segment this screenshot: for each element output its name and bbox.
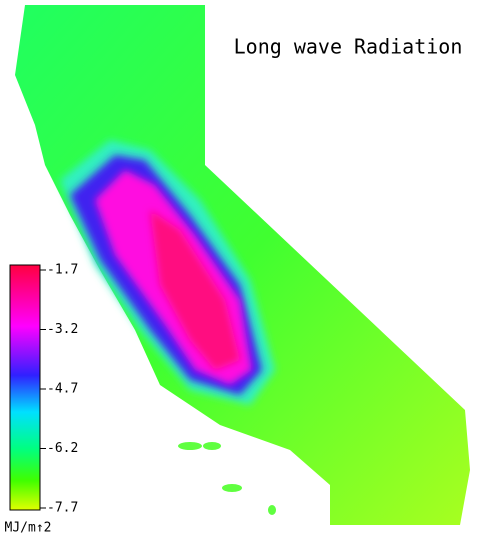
california-map xyxy=(15,5,470,525)
map-title: Long wave Radiation xyxy=(234,35,463,59)
colorbar-tick-label: -7.7 xyxy=(47,501,78,516)
colorbar-tick-label: -3.2 xyxy=(47,322,78,337)
colorbar-tick-label: -4.7 xyxy=(47,382,78,397)
colorbar xyxy=(9,264,41,511)
colorbar-tick-label: -6.2 xyxy=(47,441,78,456)
channel-islands xyxy=(178,442,276,515)
red-core xyxy=(150,210,240,370)
colorbar-unit: MJ/m↑2 xyxy=(5,521,52,536)
state-outline xyxy=(15,5,470,525)
colorbar-tick-label: -1.7 xyxy=(47,263,78,278)
